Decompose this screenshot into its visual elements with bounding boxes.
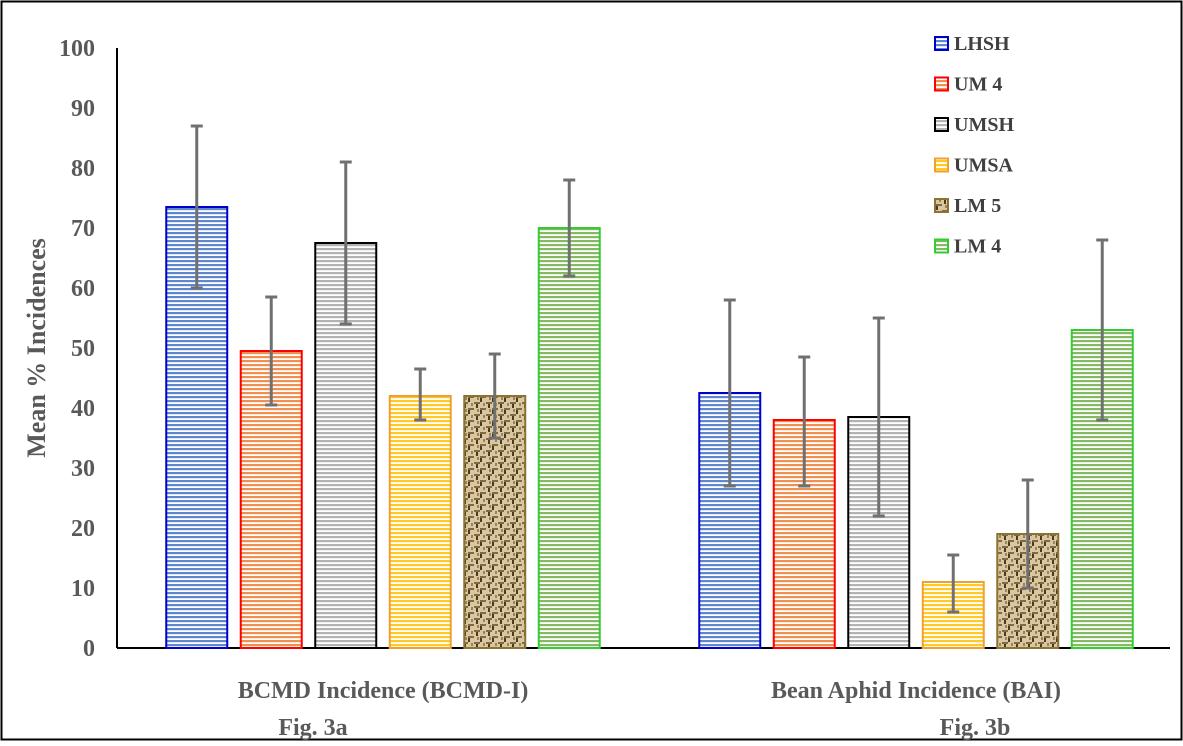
- y-tick-label: 10: [71, 576, 95, 602]
- y-axis-title: Mean % Incidences: [22, 238, 51, 458]
- legend-label: LM 4: [954, 236, 1001, 258]
- y-tick-label: 40: [71, 396, 95, 422]
- bar-umsa: [388, 395, 452, 649]
- category-label: Bean Aphid Incidence (BAI): [771, 678, 1061, 704]
- y-tick-label: 50: [71, 336, 95, 362]
- legend-swatch: [934, 157, 949, 173]
- y-tick-label: 0: [83, 636, 95, 662]
- category-label: BCMD Incidence (BCMD-I): [238, 678, 529, 704]
- legend-label: UM 4: [954, 74, 1002, 96]
- labels: BCMD Incidence (BCMD-I) Bean Aphid Incide…: [238, 678, 1061, 741]
- figure-label: Fig. 3a: [278, 715, 347, 741]
- bar-lm-4: [537, 227, 601, 649]
- y-tick-label: 60: [71, 276, 95, 302]
- y-tick-label: 90: [71, 96, 95, 122]
- legend-swatch: [934, 117, 949, 132]
- legend-swatch: [934, 198, 949, 213]
- legend-swatch: [934, 36, 949, 51]
- legend: LHSH UM 4 UMSH UMSA LM 5 LM 4: [934, 33, 1014, 258]
- y-tick-label: 80: [71, 156, 95, 182]
- y-tick-label: 100: [59, 36, 95, 62]
- y-tick-label: 70: [71, 216, 95, 242]
- y-tick-label: 30: [71, 456, 95, 482]
- y-tick-label: 20: [71, 516, 95, 542]
- legend-swatch: [934, 238, 949, 254]
- legend-swatch: [934, 76, 949, 92]
- bars: [165, 206, 1134, 649]
- error-bars: [190, 124, 1109, 614]
- axes: 0 10 20 30 40 50 60 70 80 90 100 Mean % Incidences: [22, 36, 1170, 662]
- legend-label: UMSH: [954, 114, 1014, 136]
- legend-label: LM 5: [954, 195, 1001, 217]
- legend-label: UMSA: [954, 155, 1013, 177]
- legend-label: LHSH: [954, 33, 1010, 55]
- figure-label: Fig. 3b: [940, 715, 1011, 741]
